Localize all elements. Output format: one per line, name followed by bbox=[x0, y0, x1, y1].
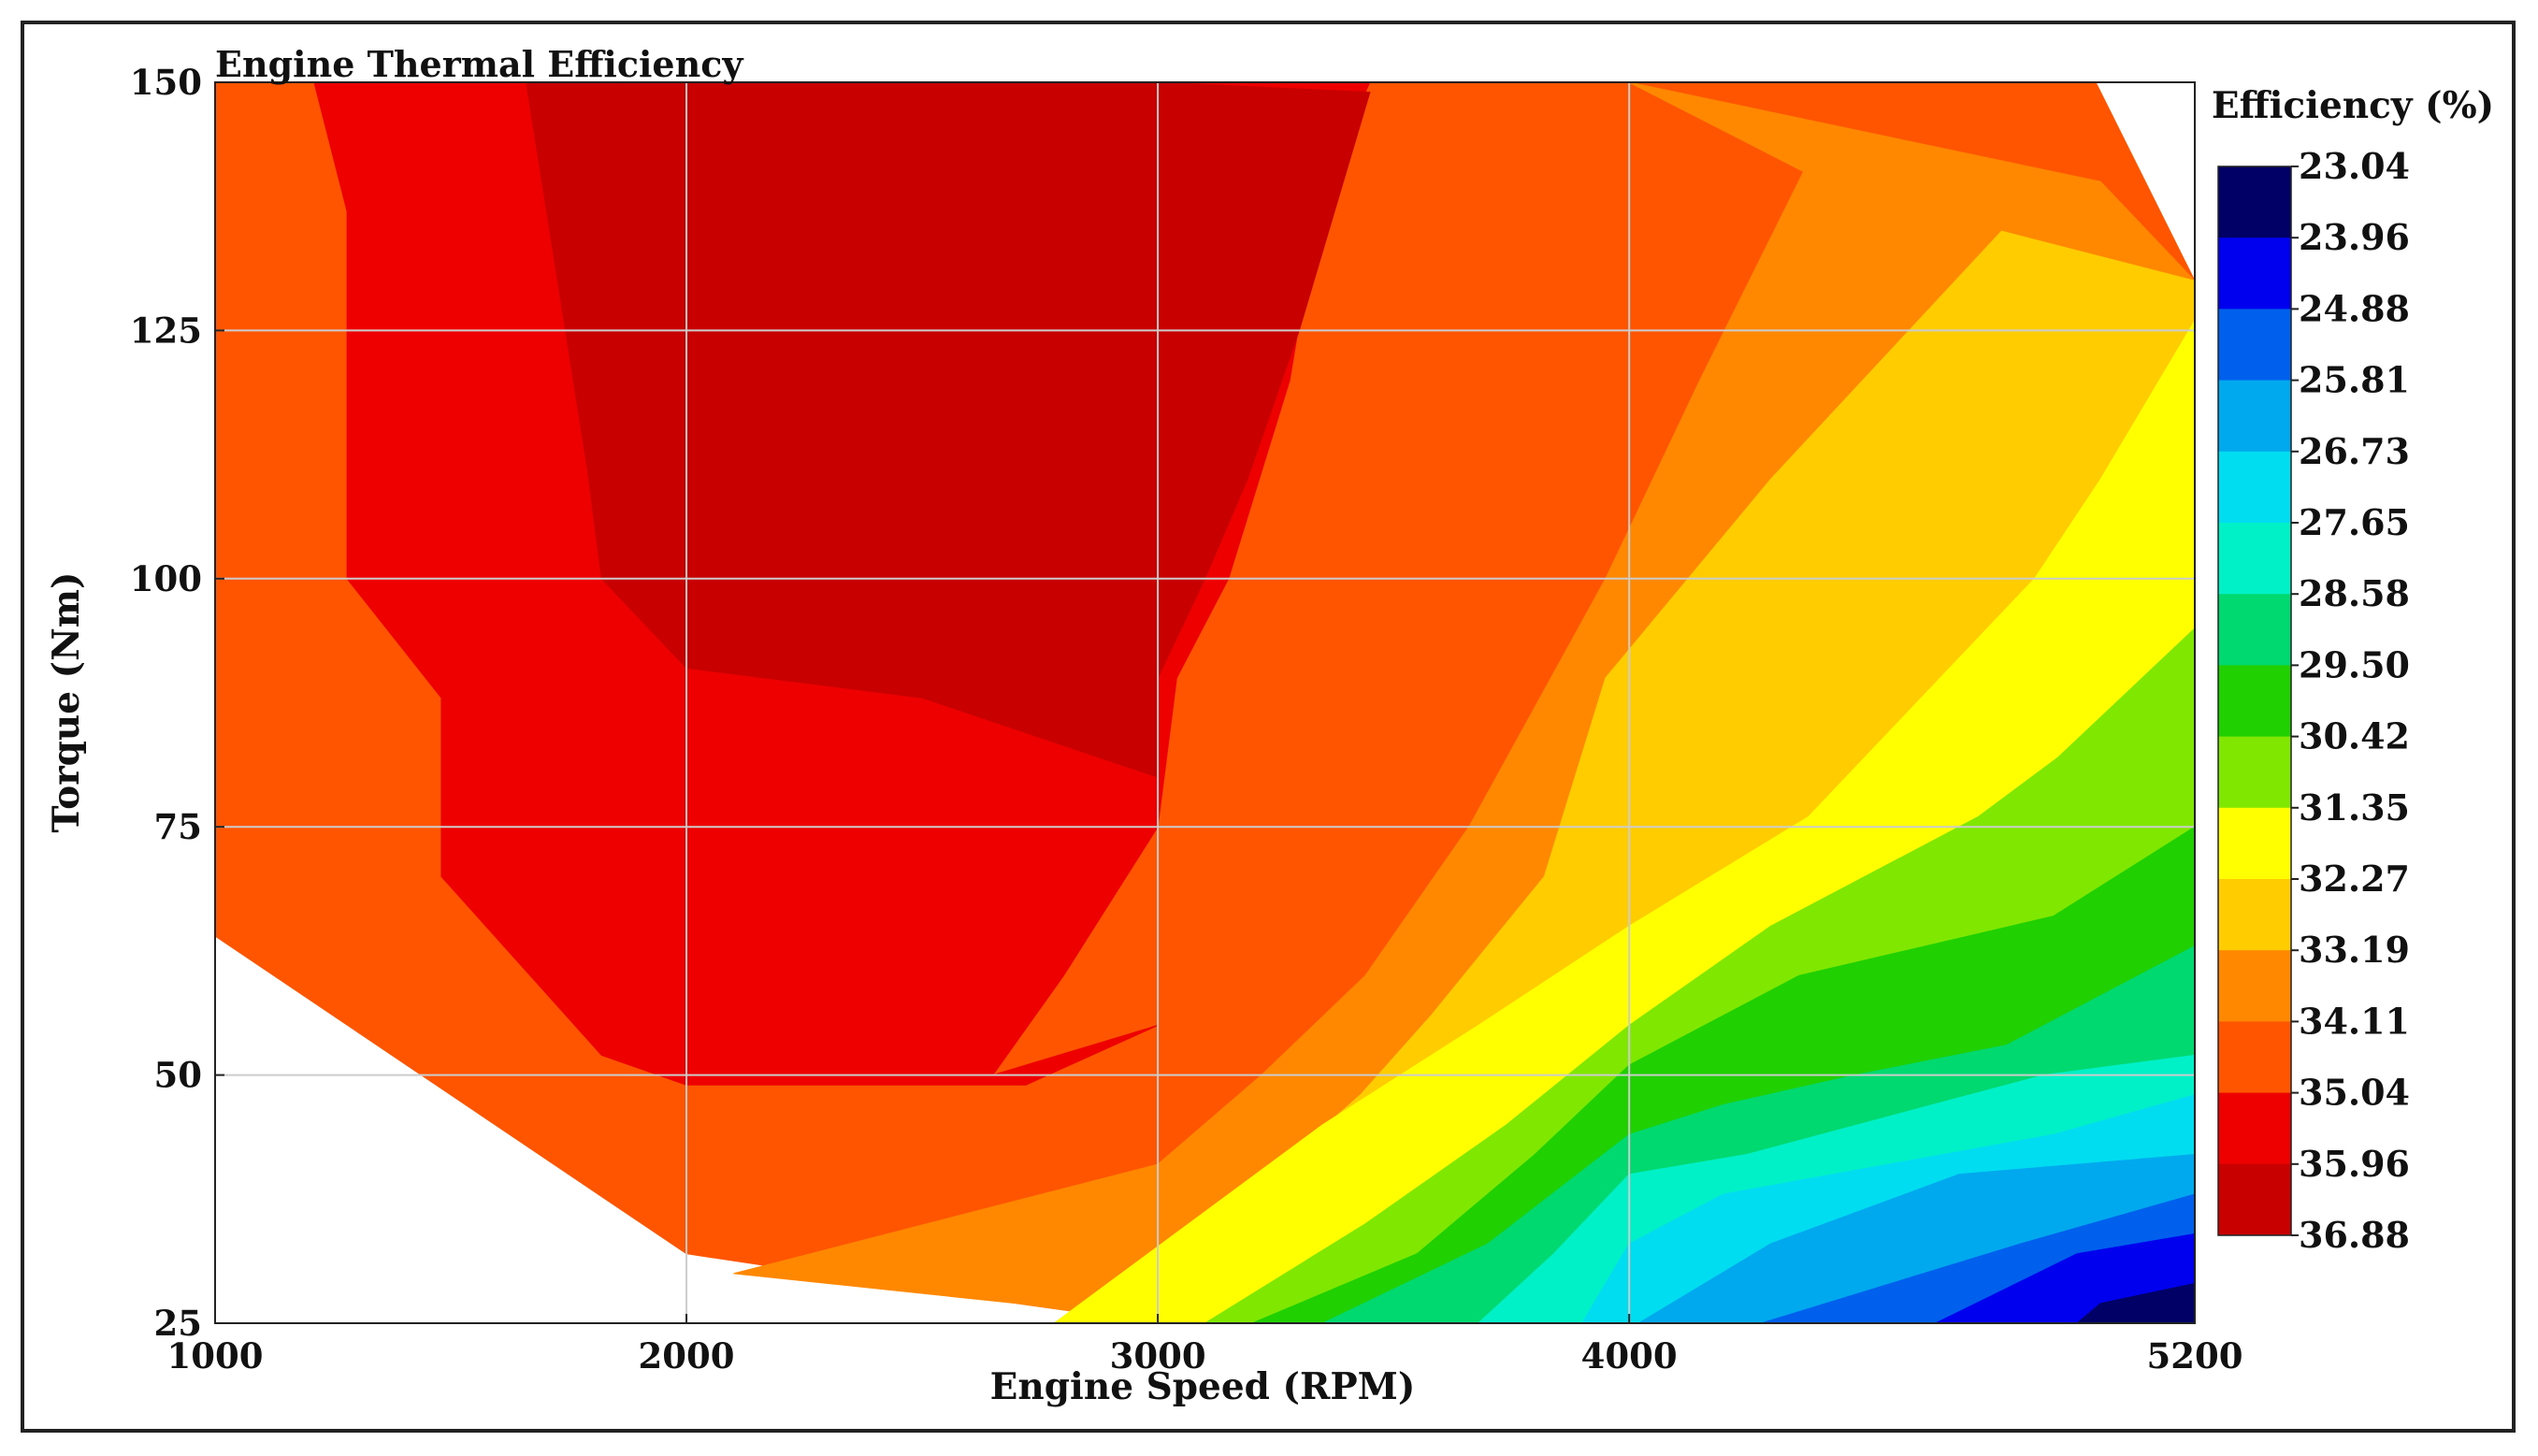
colorbar-swatch bbox=[2218, 523, 2291, 595]
colorbar-title: Efficiency (%) bbox=[2212, 84, 2494, 127]
colorbar-swatch bbox=[2218, 950, 2291, 1022]
colorbar-level-label: 30.42 bbox=[2299, 715, 2410, 757]
x-tick-label: 2000 bbox=[639, 1335, 735, 1377]
y-tick-label: 125 bbox=[130, 310, 202, 351]
colorbar-swatch bbox=[2218, 238, 2291, 310]
colorbar-swatch bbox=[2218, 807, 2291, 880]
colorbar-swatch bbox=[2218, 1163, 2291, 1236]
colorbar-swatch bbox=[2218, 665, 2291, 738]
colorbar-level-label: 23.04 bbox=[2299, 145, 2410, 187]
colorbar-level-label: 32.27 bbox=[2299, 858, 2410, 900]
colorbar-level-label: 35.96 bbox=[2299, 1143, 2410, 1185]
x-tick-label: 5200 bbox=[2147, 1335, 2243, 1377]
plot-area-border bbox=[214, 81, 2196, 1324]
figure-frame: 1000 2000 3000 4000 5200 25 50 75 100 125 150 Engi… bbox=[21, 21, 2516, 1433]
y-axis-label: Torque (Nm) bbox=[45, 572, 88, 833]
colorbar-level-label: 26.73 bbox=[2299, 430, 2410, 472]
colorbar-swatch bbox=[2218, 736, 2291, 809]
colorbar-level-label: 23.96 bbox=[2299, 216, 2410, 258]
y-tick-label: 75 bbox=[154, 806, 203, 847]
colorbar-swatch bbox=[2218, 451, 2291, 524]
colorbar-swatch bbox=[2218, 879, 2291, 951]
colorbar-level-label: 31.35 bbox=[2299, 786, 2410, 829]
colorbar-level-label: 35.04 bbox=[2299, 1072, 2410, 1114]
colorbar-swatch bbox=[2218, 594, 2291, 666]
colorbar-swatch bbox=[2218, 1021, 2291, 1094]
chart-title: Engine Thermal Efficiency bbox=[215, 43, 743, 85]
colorbar-swatch bbox=[2218, 380, 2291, 453]
colorbar-level-label: 36.88 bbox=[2299, 1214, 2410, 1256]
y-tick-label: 25 bbox=[154, 1303, 203, 1344]
colorbar-level-label: 29.50 bbox=[2299, 643, 2410, 685]
colorbar-level-label: 27.65 bbox=[2299, 501, 2410, 543]
colorbar-level-label: 34.11 bbox=[2299, 1000, 2410, 1042]
x-tick-label: 1000 bbox=[167, 1335, 264, 1377]
colorbar-level-label: 24.88 bbox=[2299, 287, 2410, 329]
efficiency-contour-chart: 1000 2000 3000 4000 5200 25 50 75 100 125 150 Engi… bbox=[45, 43, 2494, 1408]
colorbar-swatch bbox=[2218, 1092, 2291, 1165]
colorbar-swatch bbox=[2218, 166, 2291, 238]
y-tick-label: 150 bbox=[130, 62, 202, 103]
x-tick-label: 4000 bbox=[1581, 1335, 1678, 1377]
x-tick-label: 3000 bbox=[1110, 1335, 1206, 1377]
colorbar-level-label: 33.19 bbox=[2299, 929, 2410, 971]
y-tick-label: 50 bbox=[154, 1055, 203, 1096]
colorbar-border bbox=[2217, 166, 2292, 1236]
y-tick-label: 100 bbox=[130, 558, 202, 599]
colorbar-level-label: 28.58 bbox=[2299, 572, 2410, 614]
colorbar-swatch bbox=[2218, 309, 2291, 382]
colorbar-level-label: 25.81 bbox=[2299, 359, 2410, 401]
x-axis-label: Engine Speed (RPM) bbox=[990, 1365, 1416, 1408]
